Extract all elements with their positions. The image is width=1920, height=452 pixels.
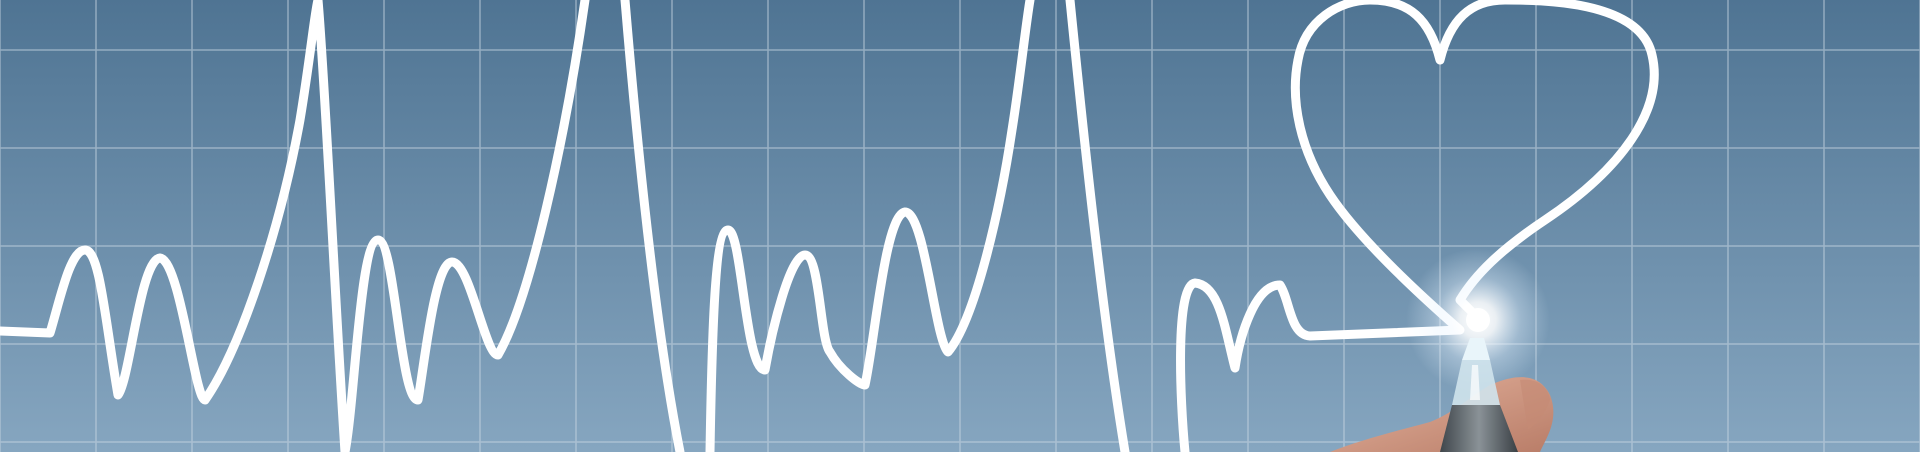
pen-glow-core xyxy=(1466,308,1490,332)
pen-icon xyxy=(1440,338,1518,452)
heartbeat-line xyxy=(0,0,1654,452)
